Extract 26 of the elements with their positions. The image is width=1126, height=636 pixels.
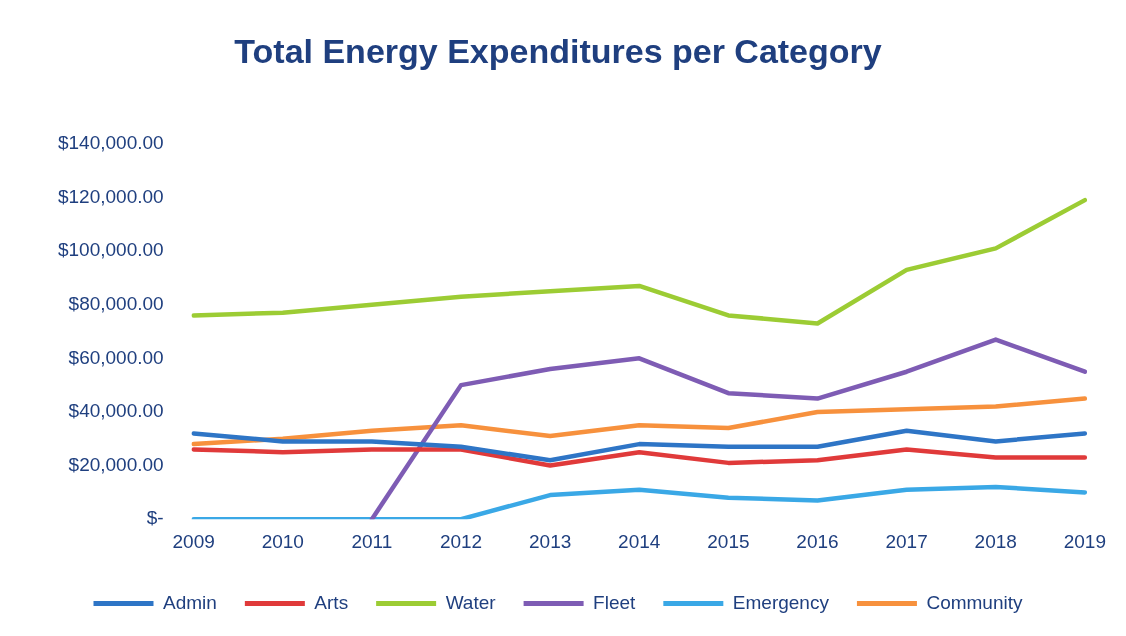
y-tick-label: $100,000.00 — [57, 239, 164, 261]
x-tick-label: 2009 — [172, 530, 215, 552]
y-tick-label: $40,000.00 — [68, 400, 164, 422]
legend-label: Water — [445, 591, 497, 613]
legend-label: Fleet — [593, 591, 637, 613]
y-tick-label: $120,000.00 — [57, 185, 164, 207]
x-tick-label: 2018 — [974, 530, 1017, 552]
legend-label: Emergency — [732, 591, 830, 613]
y-tick-label: $60,000.00 — [68, 346, 164, 368]
y-tick-label: $20,000.00 — [68, 453, 164, 475]
x-tick-label: 2010 — [261, 530, 304, 552]
x-tick-label: 2015 — [707, 530, 750, 552]
x-tick-label: 2013 — [529, 530, 572, 552]
legend-label: Community — [926, 591, 1024, 613]
x-tick-label: 2019 — [1063, 530, 1107, 552]
y-tick-label: $- — [146, 507, 164, 529]
legend-label: Admin — [162, 591, 217, 613]
x-tick-label: 2012 — [439, 530, 483, 552]
y-tick-label: $80,000.00 — [68, 292, 164, 314]
chart-title: Total Energy Expenditures per Category — [234, 31, 882, 70]
x-tick-label: 2014 — [618, 530, 661, 552]
legend-label: Arts — [314, 591, 349, 613]
x-tick-label: 2011 — [351, 530, 393, 552]
x-tick-label: 2017 — [885, 530, 928, 552]
x-tick-label: 2016 — [796, 530, 839, 552]
y-tick-label: $140,000.00 — [57, 132, 164, 154]
